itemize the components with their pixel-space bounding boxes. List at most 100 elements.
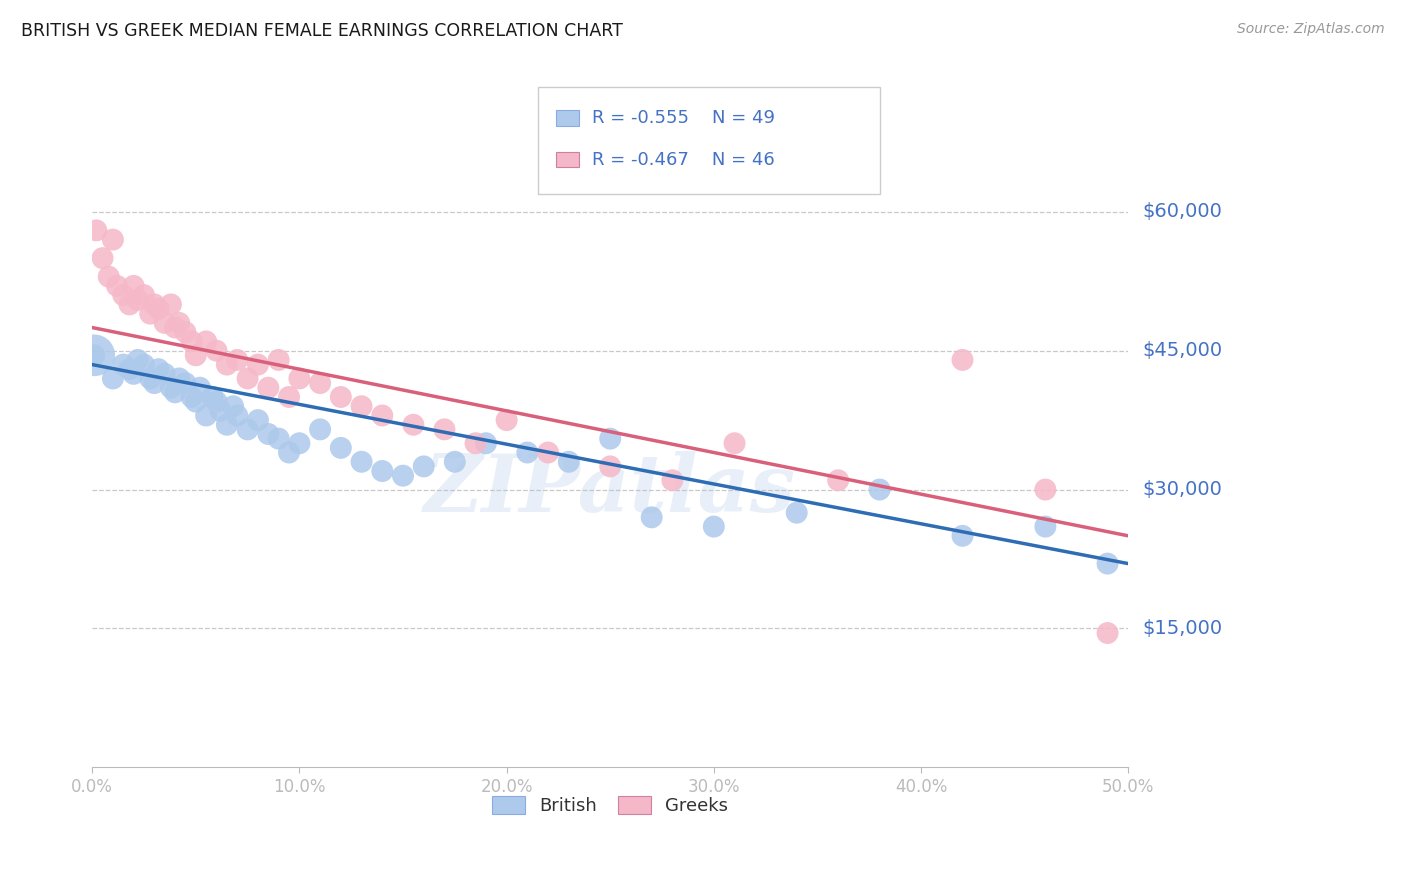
Point xyxy=(139,307,162,321)
Point xyxy=(443,455,465,469)
Point xyxy=(148,362,170,376)
Point xyxy=(205,343,228,358)
Text: $30,000: $30,000 xyxy=(1142,480,1222,499)
FancyBboxPatch shape xyxy=(557,111,579,126)
Point xyxy=(184,348,207,362)
Point xyxy=(174,376,197,390)
Point xyxy=(139,371,162,385)
Point xyxy=(599,459,621,474)
Point xyxy=(215,358,238,372)
Point xyxy=(201,390,224,404)
Point xyxy=(309,376,332,390)
Point xyxy=(222,399,245,413)
Legend: British, Greeks: British, Greeks xyxy=(484,787,737,824)
Point xyxy=(209,404,232,418)
Point xyxy=(205,394,228,409)
Point xyxy=(160,381,183,395)
Point xyxy=(703,519,725,533)
Point xyxy=(160,297,183,311)
Point xyxy=(215,417,238,432)
Point xyxy=(153,367,176,381)
Point xyxy=(350,399,373,413)
Point xyxy=(105,279,128,293)
Point xyxy=(226,353,249,368)
Point xyxy=(83,348,105,362)
Text: Source: ZipAtlas.com: Source: ZipAtlas.com xyxy=(1237,22,1385,37)
Point xyxy=(1097,557,1119,571)
Point xyxy=(402,417,425,432)
Point xyxy=(558,455,581,469)
Text: $15,000: $15,000 xyxy=(1142,619,1222,638)
Point xyxy=(350,455,373,469)
Point xyxy=(869,483,891,497)
Text: BRITISH VS GREEK MEDIAN FEMALE EARNINGS CORRELATION CHART: BRITISH VS GREEK MEDIAN FEMALE EARNINGS … xyxy=(21,22,623,40)
Point xyxy=(495,413,517,427)
Point xyxy=(86,223,108,237)
Point xyxy=(118,362,141,376)
Point xyxy=(180,390,202,404)
Point xyxy=(188,381,211,395)
Point xyxy=(278,445,301,459)
Point xyxy=(329,441,352,455)
Point xyxy=(433,422,456,436)
Point xyxy=(952,353,974,368)
Point xyxy=(112,358,135,372)
Point xyxy=(184,394,207,409)
Point xyxy=(288,371,311,385)
Point xyxy=(392,468,415,483)
Point xyxy=(1035,519,1057,533)
Point xyxy=(167,371,190,385)
Point xyxy=(112,288,135,302)
Point xyxy=(371,409,394,423)
Point xyxy=(236,371,259,385)
Point xyxy=(288,436,311,450)
Point xyxy=(148,301,170,316)
Point xyxy=(195,409,218,423)
Point xyxy=(309,422,332,436)
Point xyxy=(83,348,105,362)
Point xyxy=(412,459,434,474)
Point xyxy=(122,367,145,381)
Point xyxy=(952,529,974,543)
Point xyxy=(475,436,498,450)
Point xyxy=(165,385,187,400)
Point xyxy=(267,353,290,368)
Point xyxy=(122,279,145,293)
Point xyxy=(371,464,394,478)
Point xyxy=(257,427,280,442)
Point xyxy=(516,445,538,459)
Point xyxy=(246,413,269,427)
Point xyxy=(226,409,249,423)
Text: R = -0.555    N = 49: R = -0.555 N = 49 xyxy=(592,109,775,127)
Point xyxy=(91,251,114,265)
Point xyxy=(101,371,124,385)
Point xyxy=(464,436,486,450)
Point xyxy=(118,297,141,311)
Point xyxy=(132,288,155,302)
Point xyxy=(723,436,745,450)
Point xyxy=(827,473,849,487)
Point xyxy=(1097,626,1119,640)
FancyBboxPatch shape xyxy=(557,153,579,168)
Point xyxy=(599,432,621,446)
Point xyxy=(167,316,190,330)
Point xyxy=(143,297,166,311)
Point xyxy=(165,320,187,334)
Point xyxy=(132,358,155,372)
Point xyxy=(257,381,280,395)
Point xyxy=(329,390,352,404)
Point xyxy=(537,445,560,459)
Point xyxy=(267,432,290,446)
Point xyxy=(97,269,120,284)
Point xyxy=(278,390,301,404)
Text: $60,000: $60,000 xyxy=(1142,202,1222,221)
Point xyxy=(661,473,683,487)
Point xyxy=(180,334,202,349)
Point xyxy=(101,233,124,247)
Point xyxy=(236,422,259,436)
Point xyxy=(174,325,197,339)
Point xyxy=(786,506,808,520)
Point xyxy=(246,358,269,372)
Point xyxy=(195,334,218,349)
Point xyxy=(127,293,149,307)
